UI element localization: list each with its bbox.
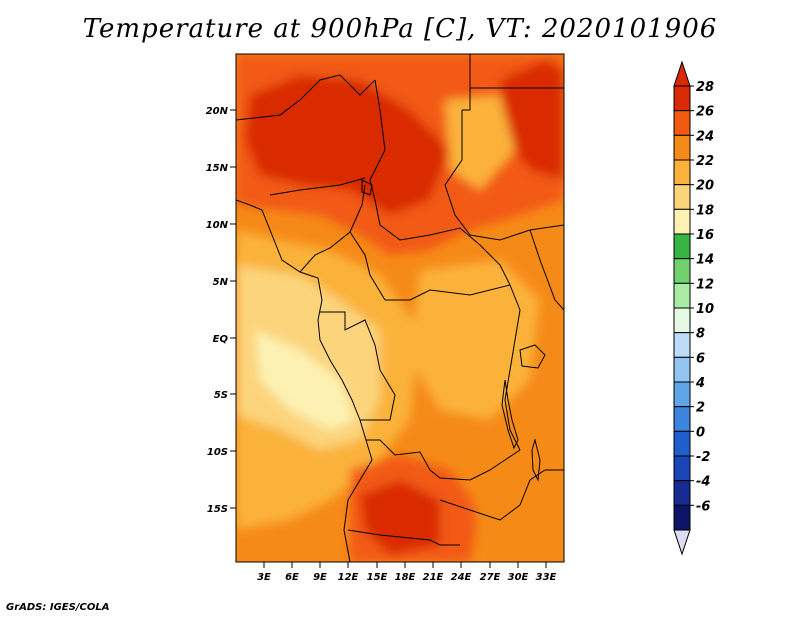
coastline [236, 199, 373, 562]
border-drc-east [504, 284, 521, 451]
lat-tick-label: 5S [214, 390, 228, 401]
colorbar-label: 18 [696, 203, 714, 218]
colorbar-label: 8 [696, 327, 705, 342]
lon-tick-label: 24E [451, 572, 472, 583]
border-car [379, 224, 511, 301]
colorbar-swatch [673, 110, 691, 136]
colorbar-over-arrow [673, 60, 691, 87]
colorbar-label: 16 [696, 228, 714, 243]
border-cameroon-car [349, 231, 386, 301]
colorbar-swatch [673, 455, 691, 482]
colorbar-under-arrow [673, 529, 691, 556]
colorbar-label: 10 [696, 302, 714, 317]
colorbar-swatch [673, 85, 691, 112]
chart-title: Temperature at 900hPa [C], VT: 202010190… [82, 14, 718, 44]
lon-tick-label: 21E [423, 572, 444, 583]
colorbar-swatch [673, 159, 691, 186]
colorbar-label: 0 [696, 425, 705, 440]
lake-tanganyika [501, 379, 519, 450]
lat-tick-label: 15N [206, 163, 229, 174]
colorbar-swatch [673, 381, 691, 408]
colorbar-swatch [673, 430, 691, 457]
boundaries [236, 54, 564, 562]
colorbar-swatch [673, 258, 691, 284]
lon-tick-label: 6E [285, 572, 299, 583]
colorbar-label: 28 [696, 80, 714, 95]
lat-tick-label: 10S [207, 447, 228, 458]
lat-tick-label: 15S [207, 504, 228, 515]
colorbar-swatch [673, 356, 691, 383]
software-credit: GrADS: IGES/COLA [6, 602, 110, 613]
field-hot-core-28 [245, 75, 450, 215]
colorbar-swatch [673, 406, 691, 432]
colorbar-swatch [673, 282, 691, 309]
map-frame [235, 53, 565, 563]
colorbar-label: -2 [696, 450, 710, 465]
border-angola-south [347, 529, 460, 546]
colorbar-swatch [673, 307, 691, 334]
field-southeast-24 [470, 430, 564, 562]
border-chad-west [369, 79, 386, 226]
field-east-22 [410, 260, 540, 420]
colorbar-label: 26 [696, 105, 714, 120]
border-libya-egypt [462, 54, 564, 111]
lon-tick-label: 9E [313, 572, 327, 583]
colorbar-swatch [673, 332, 691, 358]
colorbar-swatch [673, 184, 691, 210]
border-niger-mali [236, 74, 376, 121]
colorbar-label: 4 [695, 376, 705, 391]
colorbar-label: 2 [696, 401, 705, 416]
lat-axis: 20N 15N 10N 5N EQ 5S 10S 15S [206, 106, 236, 515]
lake-chad [361, 179, 373, 196]
lat-tick-label: EQ [213, 334, 229, 345]
field-hot-east-28 [500, 60, 564, 180]
field-south-28 [360, 480, 440, 555]
colorbar-label: -6 [696, 499, 710, 514]
border-sudan-south [469, 224, 564, 241]
lon-tick-label: 12E [338, 572, 359, 583]
lake-malawi [531, 438, 541, 482]
border-ethiopia-ss [529, 229, 564, 311]
lon-tick-label: 30E [508, 572, 529, 583]
colorbar-label: 22 [696, 154, 714, 169]
colorbar-label: 6 [696, 351, 705, 366]
colorbar-swatch [673, 504, 691, 531]
lon-tick-label: 18E [395, 572, 416, 583]
colorbar-swatch [673, 208, 691, 235]
border-nigeria-cameroon [299, 184, 366, 273]
lon-tick-label: 3E [257, 572, 271, 583]
colorbar-label: 24 [696, 129, 714, 144]
colorbar-label: -4 [696, 475, 710, 490]
colorbar-label: 14 [696, 253, 714, 268]
border-angola-drc [366, 439, 521, 481]
lake-victoria [519, 344, 546, 369]
lon-tick-label: 15E [367, 572, 388, 583]
border-zambia-zimbabwe [439, 469, 564, 521]
field-cool-18 [255, 330, 355, 430]
lat-tick-label: 10N [206, 220, 229, 231]
border-congo [320, 311, 396, 421]
lat-tick-label: 5N [213, 277, 229, 288]
colorbar-swatch [673, 134, 691, 161]
border-chad-sudan [444, 110, 471, 236]
lat-tick-label: 20N [206, 106, 229, 117]
border-niger-nigeria [269, 177, 366, 196]
colorbar-label: 12 [696, 277, 714, 292]
colorbar-label: 20 [696, 179, 714, 194]
lon-axis: 3E 6E 9E 12E 15E 18E 21E 24E 27E 30E 33E [257, 562, 557, 583]
colorbar-swatch [673, 480, 691, 506]
lon-tick-label: 33E [536, 572, 557, 583]
colorbar-swatch [673, 233, 691, 260]
lon-tick-label: 27E [480, 572, 501, 583]
temperature-field [236, 54, 564, 562]
